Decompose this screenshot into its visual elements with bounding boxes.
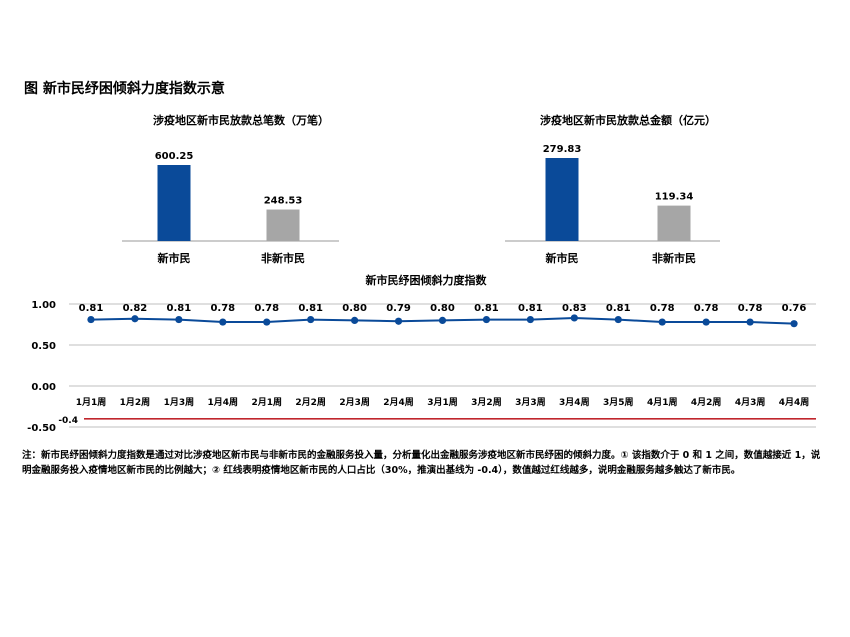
bar: [266, 209, 300, 241]
x-tick-label: 4月1周: [647, 397, 678, 408]
x-tick-label: 2月4周: [383, 397, 414, 408]
x-tick-label: 1月3周: [164, 397, 195, 408]
x-tick-label: 3月1周: [427, 397, 458, 408]
data-label: 0.81: [298, 303, 323, 314]
data-point: [614, 315, 622, 324]
data-label: 0.81: [167, 303, 192, 314]
bar-chart-1-title: 涉疫地区新市民放款总笔数（万笔）: [153, 113, 329, 127]
data-label: 0.76: [782, 303, 807, 314]
bar-value-label: 119.34: [655, 192, 694, 203]
data-label: 0.78: [694, 303, 719, 314]
data-point: [438, 316, 447, 324]
data-point: [351, 316, 359, 324]
footnote: 注：新市民纾困倾斜力度指数是通过对比涉疫地区新市民与非新市民的金融服务投入量，分…: [22, 450, 821, 476]
bar-value-label: 279.83: [543, 144, 582, 155]
data-label: 0.81: [79, 303, 104, 314]
data-point: [746, 318, 754, 326]
bar: [157, 165, 191, 241]
x-tick-label: 3月3周: [515, 397, 546, 408]
y-tick-label: 0.50: [31, 341, 56, 352]
bar-chart-2-title: 涉疫地区新市民放款总金额（亿元）: [540, 113, 716, 127]
data-label: 0.80: [430, 303, 455, 314]
data-point: [263, 318, 271, 326]
data-label: 0.80: [342, 303, 367, 314]
data-point: [658, 318, 666, 326]
x-tick-label: 4月2周: [691, 397, 722, 408]
data-label: 0.78: [254, 303, 279, 314]
x-tick-label: 3月4周: [559, 397, 590, 408]
x-tick-label: 1月4周: [208, 397, 239, 408]
data-point: [131, 315, 139, 323]
x-tick-label: 3月5周: [603, 397, 634, 408]
data-point: [87, 315, 95, 324]
line-chart: 1.00 0.50 0.00 -0.50-0.4 0.81 1月1周 0.82 1月2周 0.8…: [27, 300, 816, 434]
y-tick-label: 0.00: [31, 382, 56, 393]
bar-value-label: 600.25: [155, 151, 194, 162]
data-label: 0.81: [474, 303, 499, 314]
data-point: [570, 314, 578, 322]
baseline-label: -0.4: [58, 416, 78, 426]
data-point: [175, 315, 183, 324]
data-label: 0.78: [738, 303, 763, 314]
data-label: 0.79: [386, 303, 411, 314]
data-point: [790, 320, 798, 328]
bar-chart-2: 279.83 新市民 119.34 非新市民: [505, 144, 720, 265]
bar: [545, 158, 579, 241]
data-point: [219, 318, 227, 326]
figure-title: 图 新市民纾困倾斜力度指数示意: [24, 80, 225, 97]
line-chart-title: 新市民纾困倾斜力度指数: [366, 273, 488, 287]
data-label: 0.78: [650, 303, 675, 314]
data-point: [307, 315, 315, 324]
y-tick-label: 1.00: [31, 300, 56, 311]
data-label: 0.78: [210, 303, 235, 314]
data-point: [482, 315, 491, 324]
x-tick-label: 2月3周: [339, 397, 370, 408]
data-label: 0.83: [562, 303, 587, 314]
data-point: [394, 317, 403, 325]
x-tick-label: 1月2周: [120, 397, 151, 408]
bar-category-label: 新市民: [546, 251, 579, 265]
data-point: [702, 318, 710, 326]
bar-category-label: 新市民: [158, 251, 191, 265]
x-tick-label: 2月2周: [295, 397, 326, 408]
x-tick-label: 4月4周: [779, 397, 810, 408]
bar-value-label: 248.53: [264, 196, 303, 207]
data-label: 0.81: [606, 303, 631, 314]
data-point: [526, 315, 534, 324]
data-label: 0.81: [518, 303, 543, 314]
bar-category-label: 非新市民: [652, 251, 696, 265]
data-label: 0.82: [123, 303, 148, 314]
bar-category-label: 非新市民: [261, 251, 305, 265]
y-tick-label: -0.50: [27, 423, 56, 434]
bar-chart-1: 600.25 新市民 248.53 非新市民: [122, 151, 339, 265]
x-tick-label: 1月1周: [76, 397, 107, 408]
x-tick-label: 2月1周: [251, 397, 282, 408]
x-tick-label: 4月3周: [735, 397, 766, 408]
bar: [657, 205, 691, 241]
x-tick-label: 3月2周: [471, 397, 502, 408]
